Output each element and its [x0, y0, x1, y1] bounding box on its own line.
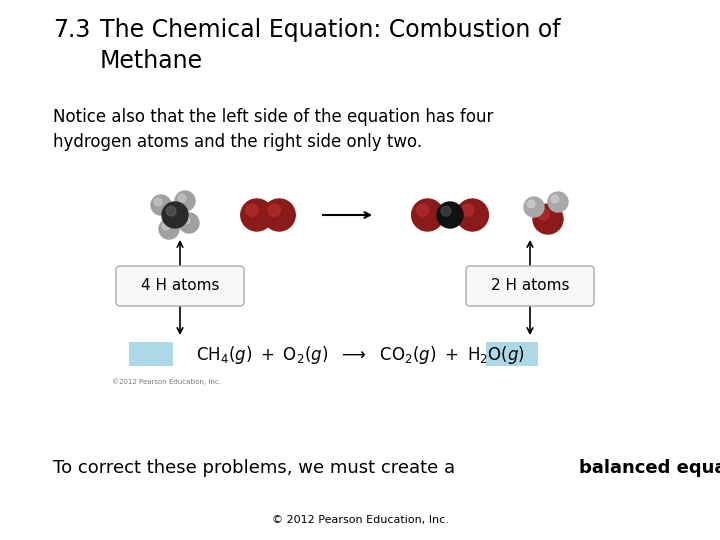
Text: The Chemical Equation: Combustion of
Methane: The Chemical Equation: Combustion of Met…: [100, 18, 561, 73]
Text: ©2012 Pearson Education, Inc.: ©2012 Pearson Education, Inc.: [112, 378, 221, 384]
Circle shape: [527, 200, 535, 208]
Circle shape: [552, 195, 559, 203]
Text: balanced equation: balanced equation: [580, 459, 720, 477]
Circle shape: [548, 192, 568, 212]
Circle shape: [456, 199, 488, 231]
Circle shape: [162, 222, 170, 230]
Circle shape: [441, 206, 451, 216]
Circle shape: [538, 209, 549, 220]
Circle shape: [462, 204, 474, 217]
Circle shape: [166, 206, 176, 216]
Circle shape: [437, 202, 463, 228]
Circle shape: [533, 204, 563, 234]
Circle shape: [179, 194, 186, 202]
Circle shape: [417, 204, 429, 217]
Circle shape: [264, 199, 295, 231]
Circle shape: [179, 213, 199, 233]
FancyBboxPatch shape: [486, 342, 538, 366]
Circle shape: [151, 195, 171, 215]
Text: $\mathrm{CH_4}(\mathit{g})\ +\ \mathrm{O_2}(\mathit{g})\ \ \longrightarrow\ \ \m: $\mathrm{CH_4}(\mathit{g})\ +\ \mathrm{O…: [196, 344, 524, 366]
Circle shape: [175, 191, 195, 211]
Circle shape: [412, 199, 444, 231]
FancyBboxPatch shape: [466, 266, 594, 306]
Circle shape: [162, 202, 188, 228]
Text: 4 H atoms: 4 H atoms: [140, 279, 220, 294]
Text: Notice also that the left side of the equation has four
hydrogen atoms and the r: Notice also that the left side of the eq…: [53, 108, 493, 151]
Circle shape: [240, 199, 273, 231]
Circle shape: [154, 198, 162, 206]
Circle shape: [182, 216, 190, 224]
FancyBboxPatch shape: [116, 266, 244, 306]
Text: To correct these problems, we must create a: To correct these problems, we must creat…: [53, 459, 461, 477]
Circle shape: [524, 197, 544, 217]
Text: © 2012 Pearson Education, Inc.: © 2012 Pearson Education, Inc.: [271, 515, 449, 525]
Circle shape: [159, 219, 179, 239]
Text: 2 H atoms: 2 H atoms: [491, 279, 570, 294]
Circle shape: [246, 204, 258, 217]
FancyBboxPatch shape: [129, 342, 173, 366]
Circle shape: [269, 204, 281, 217]
Text: 7.3: 7.3: [53, 18, 91, 42]
